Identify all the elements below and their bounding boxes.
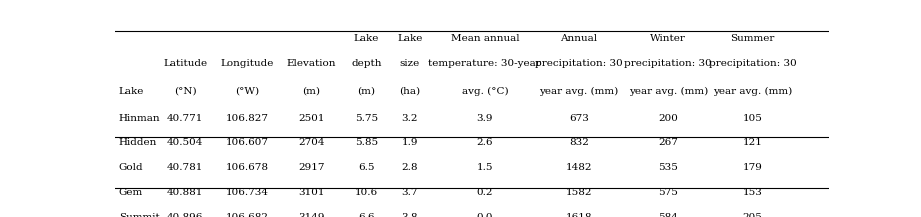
Text: 2917: 2917 [298, 163, 325, 172]
Text: 5.85: 5.85 [355, 138, 378, 148]
Text: precipitation: 30: precipitation: 30 [535, 59, 623, 68]
Text: (°W): (°W) [235, 87, 259, 96]
Text: 106.678: 106.678 [226, 163, 269, 172]
Text: 40.781: 40.781 [167, 163, 204, 172]
Text: 179: 179 [742, 163, 763, 172]
Text: 2501: 2501 [298, 114, 325, 123]
Text: Gold: Gold [119, 163, 144, 172]
Text: Gem: Gem [119, 188, 143, 197]
Text: 153: 153 [742, 188, 763, 197]
Text: 6.5: 6.5 [358, 163, 375, 172]
Text: Hidden: Hidden [119, 138, 157, 148]
Text: (m): (m) [302, 87, 321, 96]
Text: 106.607: 106.607 [226, 138, 269, 148]
Text: 121: 121 [742, 138, 763, 148]
Text: 40.771: 40.771 [167, 114, 204, 123]
Text: 40.896: 40.896 [167, 213, 204, 217]
Text: 40.881: 40.881 [167, 188, 204, 197]
Text: 3.7: 3.7 [402, 188, 418, 197]
Text: 2704: 2704 [298, 138, 325, 148]
Text: Longitude: Longitude [220, 59, 274, 68]
Text: 1482: 1482 [565, 163, 592, 172]
Text: 0.2: 0.2 [476, 188, 493, 197]
Text: 1.9: 1.9 [402, 138, 418, 148]
Text: 6.6: 6.6 [358, 213, 375, 217]
Text: 1.5: 1.5 [476, 163, 493, 172]
Text: (ha): (ha) [400, 87, 421, 96]
Text: 40.504: 40.504 [167, 138, 204, 148]
Text: 3.8: 3.8 [402, 213, 418, 217]
Text: precipitation: 30: precipitation: 30 [624, 59, 712, 68]
Text: precipitation: 30: precipitation: 30 [708, 59, 797, 68]
Text: Hinman: Hinman [119, 114, 160, 123]
Text: 5.75: 5.75 [355, 114, 378, 123]
Text: Summer: Summer [730, 34, 775, 43]
Text: Winter: Winter [650, 34, 686, 43]
Text: 106.827: 106.827 [226, 114, 269, 123]
Text: year avg. (mm): year avg. (mm) [629, 87, 708, 96]
Text: 106.734: 106.734 [226, 188, 269, 197]
Text: year avg. (mm): year avg. (mm) [713, 87, 792, 96]
Text: Lake: Lake [354, 34, 379, 43]
Text: 832: 832 [569, 138, 589, 148]
Text: 575: 575 [659, 188, 678, 197]
Text: 2.8: 2.8 [402, 163, 418, 172]
Text: 2.6: 2.6 [476, 138, 493, 148]
Text: 3149: 3149 [298, 213, 325, 217]
Text: 105: 105 [742, 114, 763, 123]
Text: 267: 267 [659, 138, 678, 148]
Text: 3.9: 3.9 [476, 114, 493, 123]
Text: (°N): (°N) [174, 87, 196, 96]
Text: 106.682: 106.682 [226, 213, 269, 217]
Text: 3.2: 3.2 [402, 114, 418, 123]
Text: depth: depth [351, 59, 381, 68]
Text: avg. (°C): avg. (°C) [461, 87, 508, 96]
Text: 0.0: 0.0 [476, 213, 493, 217]
Text: 205: 205 [742, 213, 763, 217]
Text: Annual: Annual [561, 34, 598, 43]
Text: 10.6: 10.6 [355, 188, 378, 197]
Text: Lake: Lake [119, 87, 144, 96]
Text: 3101: 3101 [298, 188, 325, 197]
Text: (m): (m) [357, 87, 376, 96]
Text: 1618: 1618 [565, 213, 592, 217]
Text: year avg. (mm): year avg. (mm) [540, 87, 619, 96]
Text: Summit: Summit [119, 213, 159, 217]
Text: Elevation: Elevation [286, 59, 336, 68]
Text: Mean annual: Mean annual [450, 34, 519, 43]
Text: temperature: 30-year: temperature: 30-year [428, 59, 542, 68]
Text: 1582: 1582 [565, 188, 592, 197]
Text: Lake: Lake [397, 34, 423, 43]
Text: Latitude: Latitude [163, 59, 207, 68]
Text: 673: 673 [569, 114, 589, 123]
Text: size: size [400, 59, 420, 68]
Text: 535: 535 [659, 163, 678, 172]
Text: 200: 200 [659, 114, 678, 123]
Text: 584: 584 [659, 213, 678, 217]
